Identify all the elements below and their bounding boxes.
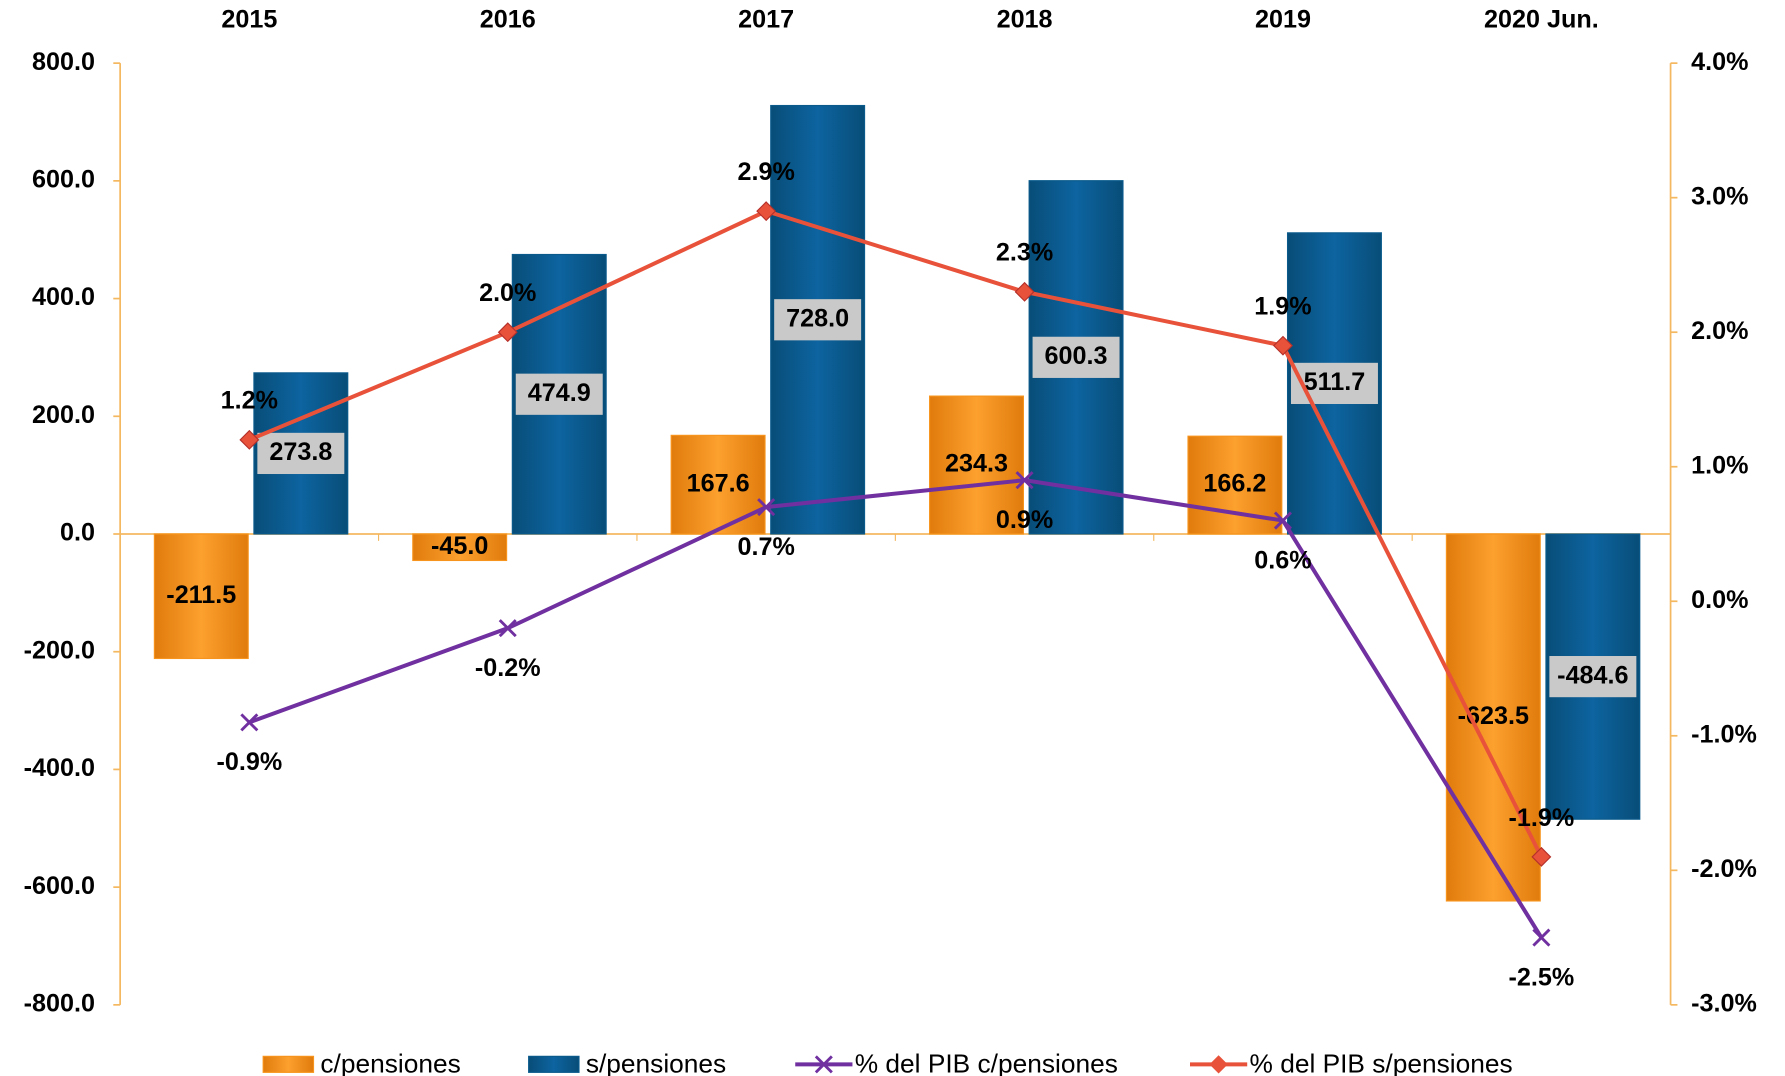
y-tick-label: -600.0 [24,872,95,900]
marker [239,429,260,450]
marker [498,619,517,638]
value-label: -211.5 [166,581,236,609]
value-label-box [1290,362,1378,405]
value-label-box [515,373,603,415]
y-tick-label: 0.0 [60,519,95,547]
y2-tick-label: -1.0% [1691,720,1757,748]
line [248,208,1544,858]
marker [497,322,518,343]
marker [1532,928,1551,947]
y-tick-label: -800.0 [24,990,95,1018]
marker [1531,846,1552,867]
value-label: 273.8 [269,438,332,466]
line [248,478,1544,939]
value-label: -2.5% [1509,963,1575,991]
marker [757,498,776,517]
marker [1273,511,1292,530]
value-label: 166.2 [1203,470,1266,498]
marker [1015,471,1034,490]
y-tick-label: 200.0 [32,401,95,429]
x-tick-label: 2020 Jun. [1484,5,1599,33]
value-label: 1.2% [221,387,278,415]
y2-tick-label: -3.0% [1691,990,1757,1018]
value-label: 2.0% [479,279,536,307]
value-label: -0.2% [475,654,541,682]
bar [1445,533,1541,902]
value-label-box [1549,656,1637,698]
value-label: -45.0 [431,532,488,560]
value-label: 0.6% [1254,546,1311,574]
value-label-box [1032,336,1120,378]
bar [412,533,508,562]
bar [929,395,1024,535]
value-label: 2.3% [996,239,1053,267]
value-label: -1.9% [1509,804,1575,832]
value-label: 728.0 [786,304,849,332]
legend-label: s/pensiones [586,1048,726,1076]
legend-swatch [262,1055,315,1073]
value-label-box [257,432,345,475]
value-label: 600.3 [1045,342,1108,370]
y-tick-label: 400.0 [32,283,95,311]
x-tick-label: 2017 [738,5,794,33]
marker [756,201,777,222]
x-tick-label: 2016 [480,5,536,33]
marker [1273,335,1293,356]
value-label: 1.9% [1254,293,1311,321]
bar [670,434,766,535]
marker [1014,281,1035,302]
legend-marker [1209,1055,1228,1074]
bar [153,533,249,660]
y-tick-label: 600.0 [32,166,95,194]
x-tick-label: 2018 [997,5,1053,33]
y2-tick-label: 1.0% [1691,451,1748,479]
value-label-box [774,299,862,341]
x-tick-label: 2015 [221,5,277,33]
value-label: -484.6 [1557,661,1628,689]
y-tick-label: -400.0 [24,754,95,782]
legend-label: % del PIB s/pensiones [1250,1048,1513,1076]
legend-swatch [528,1055,580,1073]
y-tick-label: 800.0 [32,48,95,76]
value-label: 167.6 [687,469,750,497]
legend-marker [814,1055,833,1074]
x-tick-label: 2019 [1255,5,1311,33]
value-label: 0.9% [996,506,1053,534]
y2-tick-label: 2.0% [1691,317,1748,345]
value-label: -0.9% [216,748,282,776]
y2-tick-label: 4.0% [1691,48,1748,76]
y2-tick-label: 3.0% [1691,182,1748,210]
value-label: 2.9% [737,158,794,186]
value-label: 474.9 [528,379,591,407]
value-label: 0.7% [737,533,794,561]
legend-label: % del PIB c/pensiones [855,1048,1118,1076]
y2-tick-label: 0.0% [1691,586,1748,614]
y2-tick-label: -2.0% [1691,855,1757,883]
value-label: 234.3 [945,450,1008,478]
y-tick-label: -200.0 [24,636,95,664]
legend-label: c/pensiones [320,1048,460,1076]
value-label: 511.7 [1304,368,1366,396]
marker [240,713,259,732]
